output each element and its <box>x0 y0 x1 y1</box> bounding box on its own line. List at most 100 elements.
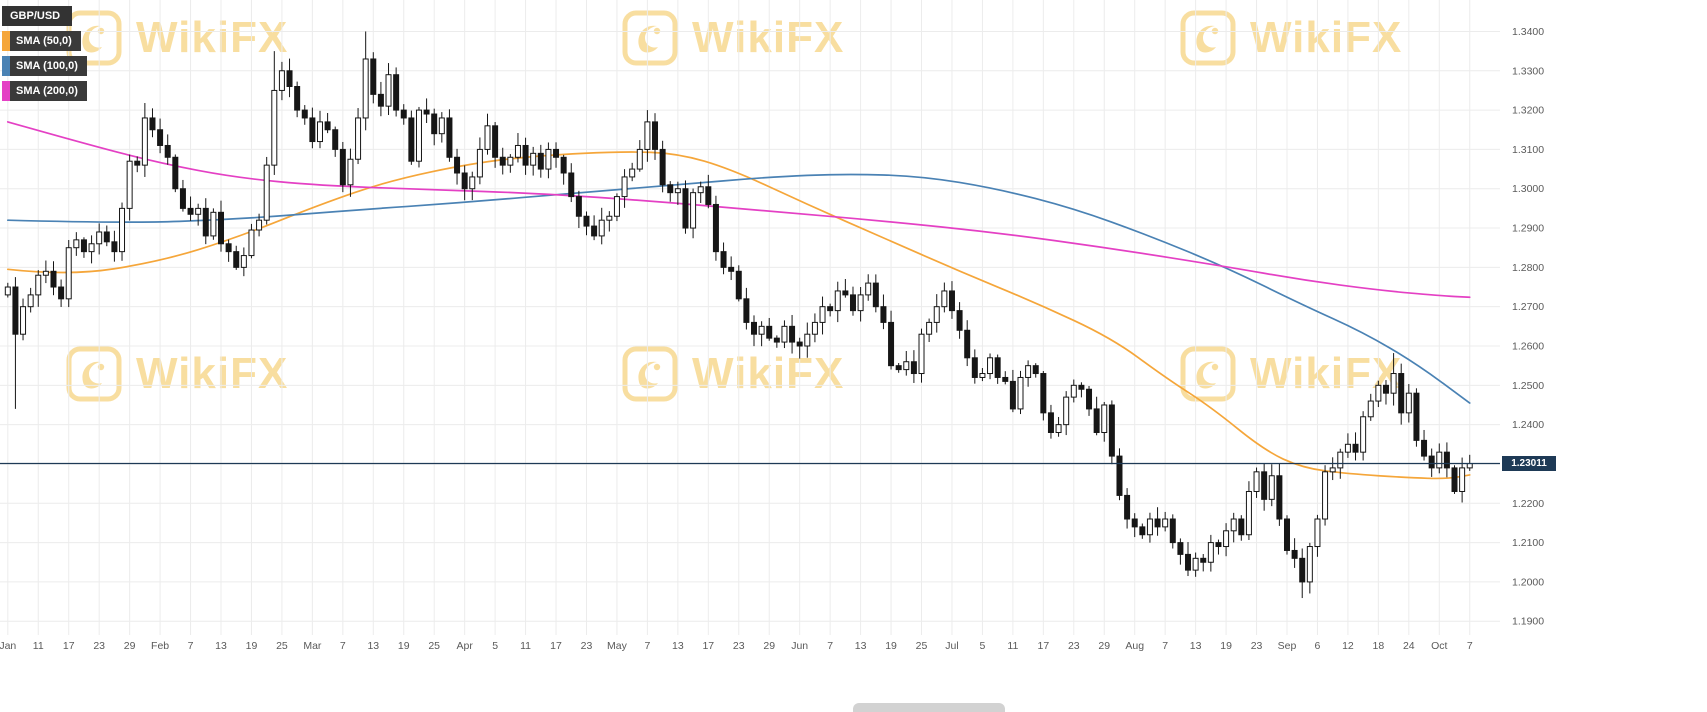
x-axis-label: 17 <box>702 640 714 652</box>
candle <box>796 337 803 359</box>
sma-line-sma-200 <box>6 121 1471 299</box>
candle <box>895 362 902 373</box>
last-price-badge: 1.23011 <box>1502 455 1556 471</box>
x-axis-label: 23 <box>93 640 105 652</box>
x-axis-label: 11 <box>33 640 44 652</box>
candle <box>690 188 697 239</box>
chart-legend: GBP/USD SMA (50,0) SMA (100,0) SMA (200,0) <box>2 6 87 101</box>
candle <box>1223 523 1230 557</box>
y-axis-label: 1.3000 <box>1512 183 1544 195</box>
x-axis-label: Jan <box>0 640 16 652</box>
candle <box>58 279 65 307</box>
candle <box>35 270 42 307</box>
candle <box>1443 442 1450 478</box>
x-axis-label: 11 <box>1007 640 1018 652</box>
candle <box>583 211 590 236</box>
candle <box>499 147 506 175</box>
candle <box>73 232 80 256</box>
candle <box>42 260 49 284</box>
x-axis-label: 13 <box>367 640 379 652</box>
x-axis-label: 12 <box>1342 640 1354 652</box>
y-axis-label: 1.2100 <box>1512 537 1544 549</box>
candle <box>926 318 933 342</box>
candle <box>712 195 719 261</box>
candle <box>1230 512 1237 543</box>
candle <box>1177 538 1184 565</box>
x-axis-label: Apr <box>456 640 473 652</box>
candle <box>1367 393 1374 421</box>
legend-item-label: SMA (200,0) <box>16 85 78 97</box>
candle <box>849 286 856 316</box>
candle <box>195 203 202 226</box>
candle <box>164 134 171 165</box>
x-axis-label: Jul <box>945 640 958 652</box>
candle <box>1428 448 1435 477</box>
candle <box>1063 391 1070 436</box>
candle <box>484 113 491 155</box>
x-axis-label: 29 <box>124 640 136 652</box>
candle <box>537 144 544 178</box>
candle <box>1078 382 1085 398</box>
y-axis-label: 1.3400 <box>1512 26 1544 38</box>
candle <box>1261 463 1268 511</box>
candle <box>1382 380 1389 405</box>
candle <box>294 81 301 118</box>
candle <box>941 282 948 313</box>
candle <box>1185 542 1192 577</box>
candle <box>705 174 712 209</box>
candle <box>119 202 126 261</box>
sma-layer <box>6 121 1471 480</box>
candle <box>1124 488 1131 529</box>
candle <box>857 286 864 322</box>
candle <box>1207 534 1214 572</box>
candle <box>347 148 354 197</box>
candle <box>956 302 963 339</box>
candle <box>720 242 727 275</box>
candle <box>332 126 339 157</box>
y-axis-label: 1.2800 <box>1512 262 1544 274</box>
x-axis-label: 7 <box>1162 640 1168 652</box>
x-axis-label: 23 <box>733 640 745 652</box>
x-axis-label: 13 <box>855 640 867 652</box>
candle <box>530 146 537 176</box>
candle <box>888 310 895 370</box>
candle <box>659 140 666 193</box>
y-axis-label: 1.2000 <box>1512 576 1544 588</box>
candle <box>431 108 438 146</box>
x-axis-label: Oct <box>1431 640 1447 652</box>
candle <box>1352 432 1359 461</box>
candle <box>377 81 384 117</box>
x-axis-label: 29 <box>1098 640 1110 652</box>
x-axis-label: Sep <box>1278 640 1297 652</box>
candle <box>1421 429 1428 461</box>
candle <box>218 200 225 252</box>
candle <box>309 107 316 149</box>
candle <box>301 105 308 125</box>
x-axis-label: 5 <box>980 640 986 652</box>
candle <box>979 368 986 382</box>
candles-layer <box>4 31 1473 599</box>
candle <box>1466 454 1473 471</box>
candle <box>1314 514 1321 557</box>
candle <box>492 122 499 168</box>
candle <box>1162 511 1169 532</box>
y-axis-label: 1.3100 <box>1512 144 1544 156</box>
candle <box>674 181 681 205</box>
candle <box>667 181 674 202</box>
candle <box>446 109 453 162</box>
candle <box>1268 464 1275 507</box>
x-axis-label: 6 <box>1315 640 1321 652</box>
candle <box>1436 443 1443 474</box>
candle <box>1101 401 1108 442</box>
x-axis-label: 19 <box>1220 640 1232 652</box>
horizontal-scrollbar-thumb[interactable] <box>853 703 1005 712</box>
candle <box>575 190 582 229</box>
candle <box>948 281 955 319</box>
candle <box>598 207 605 245</box>
candle <box>1070 379 1077 403</box>
candle <box>1306 542 1313 594</box>
candle <box>636 140 643 172</box>
candle <box>728 256 735 281</box>
y-axis-label: 1.3200 <box>1512 105 1544 117</box>
